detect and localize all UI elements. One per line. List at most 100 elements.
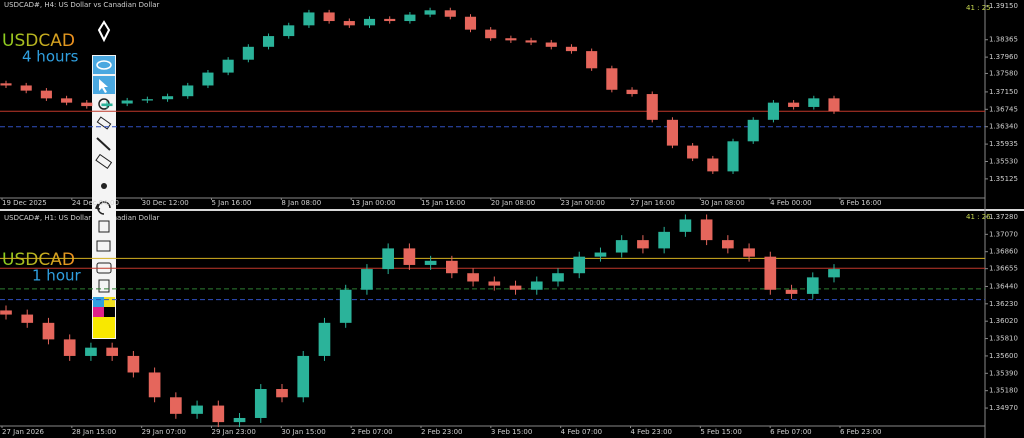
candle-body <box>384 18 396 22</box>
y-tick-label: 1.35390 <box>989 369 1018 377</box>
x-tick-label: 13 Jan 00:00 <box>351 199 395 207</box>
eye-tool[interactable] <box>93 56 115 74</box>
symbol-label: USDCAD <box>2 31 75 51</box>
candle-body <box>606 68 618 90</box>
x-tick-label: 15 Jan 16:00 <box>421 199 465 207</box>
color-swatch[interactable] <box>104 307 115 317</box>
y-tick-label: 1.36340 <box>989 123 1018 131</box>
y-tick-label: 1.35530 <box>989 157 1018 165</box>
candle-body <box>318 322 331 356</box>
candle-body <box>764 256 777 290</box>
ruler-tool[interactable] <box>95 153 113 169</box>
x-tick-label: 29 Jan 23:00 <box>212 428 256 436</box>
x-tick-label: 6 Feb 16:00 <box>840 199 881 207</box>
x-tick-label: 27 Jan 2026 <box>2 428 45 436</box>
x-tick-label: 20 Jan 08:00 <box>491 199 535 207</box>
period-label: 4 hours <box>22 48 79 66</box>
candle-body <box>505 38 517 41</box>
candle-body <box>191 405 203 414</box>
candle-body <box>20 85 32 91</box>
color-swatch[interactable] <box>93 297 104 307</box>
candle-body <box>81 102 93 107</box>
candle-body <box>21 314 34 323</box>
y-tick-label: 1.35180 <box>989 387 1018 395</box>
eye-icon <box>96 60 112 70</box>
y-tick-label: 1.38365 <box>989 36 1018 44</box>
color-swatch[interactable] <box>93 317 115 338</box>
candle-body <box>61 98 73 103</box>
color-swatch[interactable] <box>104 297 115 307</box>
candle-body <box>127 355 140 373</box>
y-tick-label: 1.37150 <box>989 88 1018 96</box>
candle-body <box>162 96 174 100</box>
candle-body <box>233 417 246 423</box>
candle-body <box>101 103 113 107</box>
candle-body <box>404 14 416 22</box>
candle-body <box>530 281 543 290</box>
candle-body <box>646 94 658 120</box>
x-tick-label: 23 Jan 00:00 <box>561 199 605 207</box>
drawing-toolbar <box>92 20 116 339</box>
x-tick-label: 4 Feb 07:00 <box>561 428 602 436</box>
clipboard-tool[interactable] <box>98 279 110 293</box>
candle-body <box>170 397 182 414</box>
x-tick-label: 5 Feb 15:00 <box>700 428 741 436</box>
candle-body <box>687 145 699 159</box>
candle-body <box>363 18 376 26</box>
candle-body <box>637 240 649 249</box>
y-tick-label: 1.36655 <box>989 265 1018 273</box>
undo-tool[interactable] <box>94 201 111 215</box>
candle-body <box>679 219 692 232</box>
pen-tool[interactable] <box>97 20 111 43</box>
candle-body <box>303 12 315 26</box>
delete-tool[interactable] <box>98 220 110 233</box>
y-tick-label: 1.34970 <box>989 404 1018 412</box>
line-tool[interactable] <box>96 137 111 151</box>
x-tick-label: 4 Feb 23:00 <box>631 428 672 436</box>
candle-body <box>626 89 638 95</box>
color-swatch[interactable] <box>93 307 104 317</box>
candle-body <box>323 12 335 22</box>
y-tick-label: 1.35125 <box>989 175 1018 183</box>
candle-body <box>444 10 456 17</box>
y-tick-label: 1.35600 <box>989 352 1018 360</box>
y-tick-label: 1.39150 <box>989 2 1018 10</box>
y-tick-label: 1.35935 <box>989 140 1018 148</box>
x-tick-label: 29 Jan 07:00 <box>142 428 186 436</box>
chart-header: USDCAD#, H1: US Dollar vs Canadian Dolla… <box>4 214 159 222</box>
x-tick-label: 27 Jan 16:00 <box>631 199 675 207</box>
candle-body <box>747 119 759 142</box>
candle-body <box>121 100 133 104</box>
template-tool[interactable] <box>96 240 111 252</box>
x-tick-label: 24 Dec 04:00 <box>72 199 119 207</box>
candle-body <box>182 85 194 97</box>
candle-body <box>339 289 352 323</box>
candle-body <box>615 240 628 253</box>
toolbar-panel <box>92 55 116 339</box>
candle-body <box>202 72 214 86</box>
x-tick-label: 30 Dec 12:00 <box>142 199 189 207</box>
x-tick-label: 30 Jan 08:00 <box>700 199 744 207</box>
cursor-icon <box>99 79 108 93</box>
x-tick-label: 30 Jan 15:00 <box>281 428 325 436</box>
symbol-label: USDCAD <box>2 250 75 270</box>
y-tick-label: 1.36020 <box>989 317 1018 325</box>
candle-body <box>0 83 12 86</box>
candle-body <box>666 119 678 146</box>
candle-body <box>40 90 52 99</box>
x-tick-label: 5 Jan 16:00 <box>212 199 252 207</box>
candle-body <box>222 59 234 73</box>
candle-body <box>403 248 416 265</box>
candle-body <box>586 51 598 69</box>
x-tick-label: 6 Feb 07:00 <box>770 428 811 436</box>
candle-body <box>767 102 779 120</box>
y-tick-label: 1.36440 <box>989 282 1018 290</box>
chart-header: USDCAD#, H4: US Dollar vs Canadian Dolla… <box>4 1 159 9</box>
x-tick-label: 19 Dec 2025 <box>2 199 47 207</box>
dot-tool[interactable] <box>101 183 107 189</box>
